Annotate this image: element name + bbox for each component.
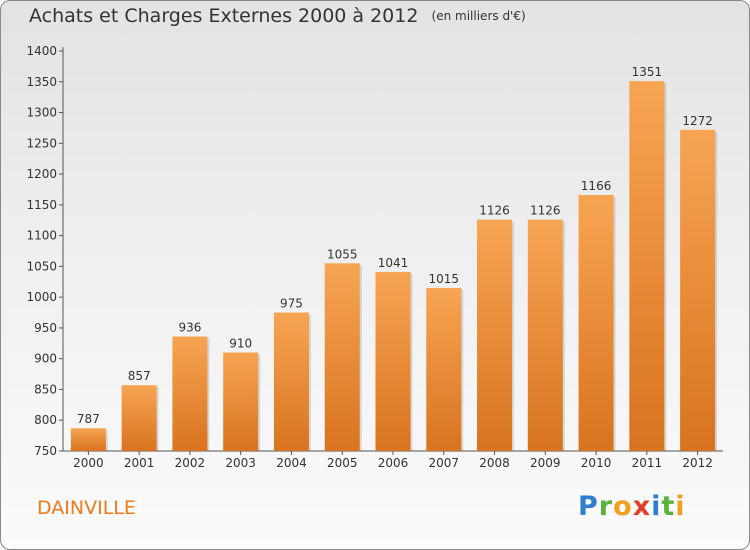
x-tick-label: 2012 (682, 456, 713, 470)
y-tick-label: 1300 (26, 106, 57, 120)
x-tick-label: 2005 (327, 456, 358, 470)
y-tick-label: 1350 (26, 75, 57, 89)
bar-2001 (121, 385, 157, 451)
bar-2009 (527, 219, 563, 451)
y-tick-label: 1000 (26, 290, 57, 304)
y-tick-label: 1100 (26, 229, 57, 243)
x-tick-label: 2000 (73, 456, 104, 470)
y-tick-label: 800 (34, 413, 57, 427)
x-tick-label: 2003 (225, 456, 256, 470)
x-tick-label: 2007 (428, 456, 459, 470)
bar-2006 (375, 271, 411, 451)
proxiti-logo[interactable]: Proxiti (578, 491, 686, 522)
data-label: 857 (128, 369, 151, 383)
y-tick-label: 900 (34, 352, 57, 366)
y-tick-label: 950 (34, 321, 57, 335)
bar-2007 (426, 287, 462, 451)
x-tick-label: 2004 (276, 456, 307, 470)
data-label: 936 (178, 321, 201, 335)
y-tick-label: 1150 (26, 198, 57, 212)
bar-2012 (680, 129, 716, 451)
data-label: 975 (280, 297, 303, 311)
x-tick-label: 2010 (581, 456, 612, 470)
x-tick-label: 2011 (632, 456, 663, 470)
data-label: 787 (77, 412, 100, 426)
data-label: 910 (229, 337, 252, 351)
data-label: 1126 (530, 204, 561, 218)
y-tick-label: 850 (34, 382, 57, 396)
x-tick-label: 2008 (479, 456, 510, 470)
data-label: 1351 (632, 65, 663, 79)
bar-2003 (223, 352, 259, 451)
bar-2011 (629, 81, 665, 452)
data-label: 1015 (428, 272, 459, 286)
y-tick-label: 1400 (26, 44, 57, 58)
data-label: 1166 (581, 179, 612, 193)
bar-2005 (324, 263, 360, 451)
x-tick-label: 2009 (530, 456, 561, 470)
bar-2002 (172, 336, 208, 451)
bar-2000 (70, 428, 106, 451)
y-tick-label: 1200 (26, 167, 57, 181)
data-label: 1272 (682, 114, 713, 128)
x-tick-label: 2002 (175, 456, 206, 470)
y-tick-label: 750 (34, 444, 57, 458)
city-name: DAINVILLE (37, 497, 136, 519)
chart-title: Achats et Charges Externes 2000 à 2012 (29, 5, 419, 27)
data-label: 1126 (479, 204, 510, 218)
x-tick-label: 2006 (378, 456, 409, 470)
data-label: 1055 (327, 247, 358, 261)
y-tick-label: 1250 (26, 136, 57, 150)
x-tick-label: 2001 (124, 456, 155, 470)
bar-2010 (578, 195, 614, 451)
chart-subtitle: (en milliers d'€) (431, 9, 526, 23)
chart-title-block: Achats et Charges Externes 2000 à 2012 (… (29, 5, 526, 27)
y-tick-label: 1050 (26, 259, 57, 273)
bar-2008 (477, 219, 513, 451)
bar-2004 (273, 312, 309, 451)
data-label: 1041 (378, 256, 409, 270)
